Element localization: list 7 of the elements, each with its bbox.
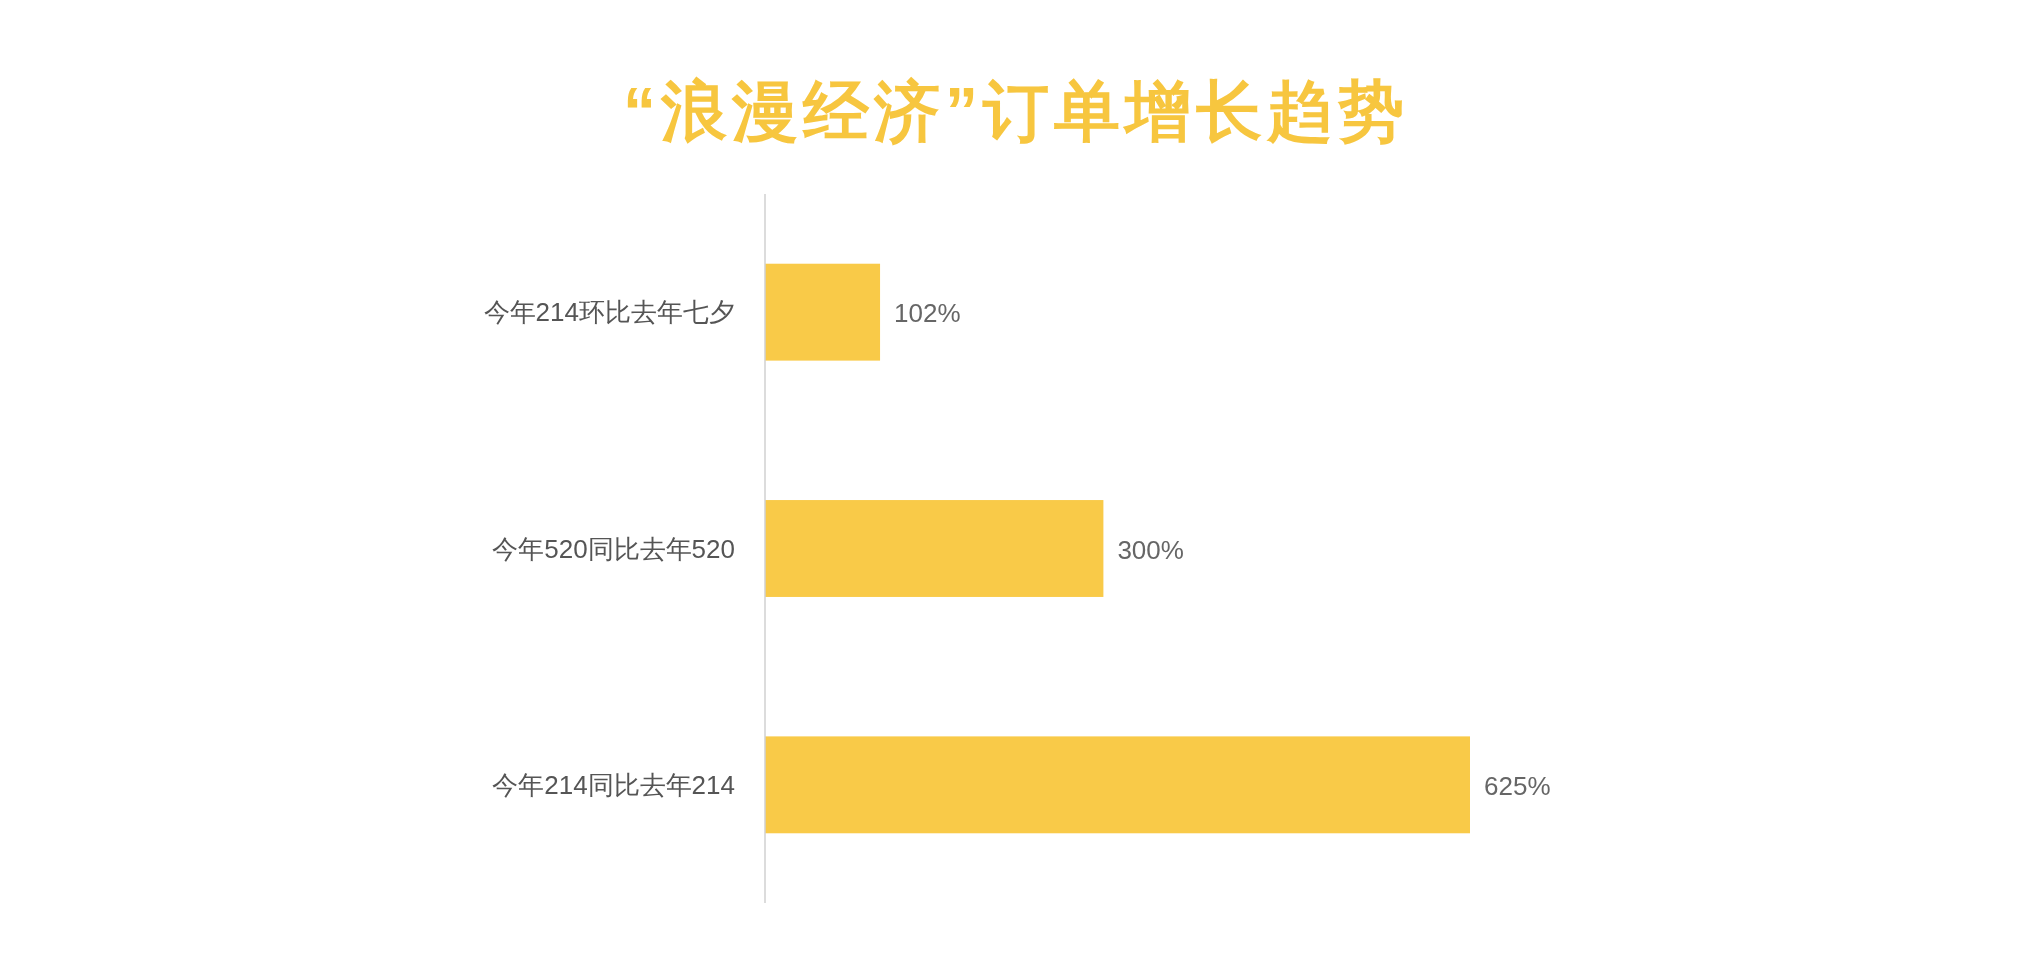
y-tick-label: 今年214同比去年214 [492, 769, 735, 800]
chart-title: “浪漫经济”订单增长趋势 [623, 74, 1409, 148]
y-tick-label: 今年520同比去年520 [492, 533, 735, 564]
y-tick-label: 今年214环比去年七夕 [483, 297, 735, 328]
data-label: 625% [1484, 770, 1551, 801]
data-label: 300% [1117, 534, 1184, 565]
data-label: 102% [894, 298, 961, 329]
